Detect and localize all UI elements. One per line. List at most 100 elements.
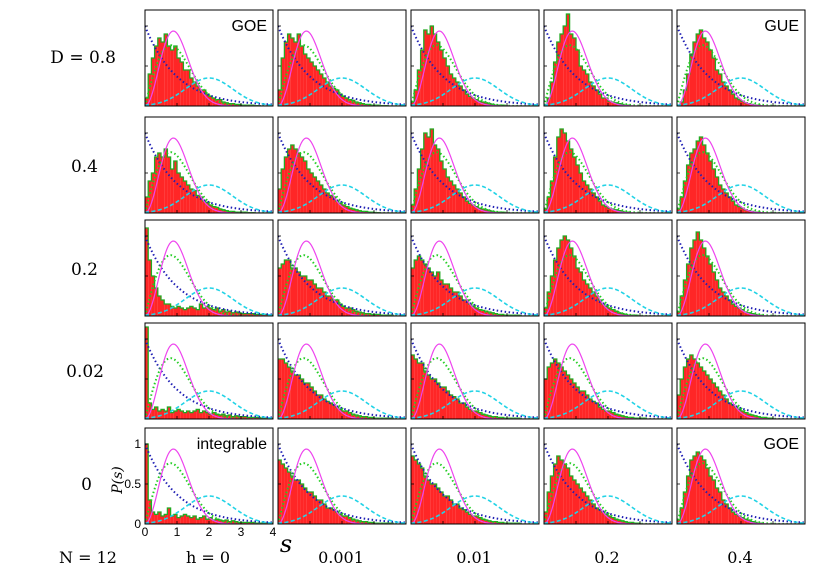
histogram-bar	[228, 521, 232, 524]
histogram-bar	[737, 99, 741, 106]
histogram-bar	[281, 169, 285, 213]
poisson-curve	[278, 443, 406, 524]
histogram-bar	[468, 514, 472, 524]
histogram-bar	[306, 383, 310, 419]
histogram-bar	[189, 412, 193, 419]
histogram-bar	[361, 103, 365, 106]
histogram-bar	[462, 197, 466, 213]
histogram-bar	[322, 399, 326, 419]
panel-annotation: GUE	[764, 18, 799, 35]
histogram-bar	[741, 208, 745, 213]
histogram-bar	[550, 476, 554, 524]
histogram-bar	[427, 375, 431, 419]
histogram-bar	[683, 90, 687, 106]
poisson-curve	[677, 338, 805, 419]
histogram-bar	[215, 207, 219, 213]
histogram-bar	[193, 308, 197, 316]
histogram-bar	[303, 276, 307, 316]
histogram-bar	[205, 94, 209, 106]
histogram-bar	[471, 205, 475, 213]
panel-plot-area	[411, 25, 539, 106]
histogram-bar	[196, 309, 200, 316]
column-label-0: h = 0	[186, 548, 230, 567]
histogram-bar	[294, 480, 298, 524]
poisson-curve	[411, 338, 539, 419]
histogram-bar	[484, 520, 488, 524]
histogram-bar	[630, 522, 634, 524]
histogram-bar	[744, 102, 748, 106]
histogram-bar	[326, 401, 330, 419]
histogram-bar	[234, 312, 238, 316]
histogram-bar	[699, 367, 703, 419]
histogram-bar	[705, 468, 709, 524]
histogram-bar	[231, 103, 235, 106]
histogram-bar	[585, 74, 589, 106]
histogram-bar	[604, 206, 608, 213]
histogram-bar	[702, 145, 706, 213]
histogram-bar	[617, 415, 621, 419]
histogram-bar	[446, 177, 450, 213]
panel-r1-c4	[676, 116, 806, 214]
histogram-bar	[452, 396, 456, 419]
panel-plot-area	[278, 25, 406, 106]
gaussian-curve	[278, 390, 406, 419]
histogram-bar	[553, 359, 557, 419]
gue-curve	[411, 137, 539, 213]
panel-r0-c1	[277, 9, 407, 107]
histogram-bar	[494, 313, 498, 316]
histogram-bar	[189, 78, 193, 106]
histogram-bar	[202, 308, 206, 316]
histogram-bar	[576, 484, 580, 524]
histogram-bar	[601, 205, 605, 213]
histogram-bar	[680, 102, 684, 106]
histogram-bar	[354, 209, 358, 213]
histogram-bar	[582, 391, 586, 419]
poisson-curve	[145, 235, 273, 316]
histogram-bar	[455, 189, 459, 213]
histogram-bar	[348, 517, 352, 524]
histogram-bar	[313, 177, 317, 213]
histogram-bar	[500, 417, 504, 419]
histogram-bar	[157, 38, 161, 106]
histogram-bar	[547, 98, 551, 106]
histogram-bar	[579, 66, 583, 106]
histogram-bar	[433, 379, 437, 419]
histogram-bar	[423, 371, 427, 419]
histogram-bar	[351, 309, 355, 316]
histogram-bar	[439, 492, 443, 524]
histogram-bar	[608, 411, 612, 419]
gue-curve	[145, 30, 273, 106]
histogram-bar	[177, 58, 181, 106]
histogram-bar	[417, 70, 421, 106]
histogram-bar	[231, 416, 235, 419]
histogram-bar	[547, 292, 551, 316]
histogram-bar	[462, 403, 466, 419]
histogram-bar	[278, 189, 282, 213]
row-label-1: 0.4	[71, 157, 98, 177]
histogram-bar	[335, 512, 339, 524]
histogram-bar	[414, 359, 418, 419]
histogram-bar	[151, 409, 155, 419]
histogram-bar	[177, 409, 181, 419]
histogram-bar	[734, 407, 738, 419]
histogram-bar	[728, 403, 732, 419]
histogram-bar	[414, 90, 418, 106]
histogram-bar	[186, 185, 190, 213]
poisson-curve	[278, 25, 406, 106]
panel-plot-area	[145, 25, 273, 106]
histogram-bar	[693, 456, 697, 524]
histogram-bar	[544, 512, 548, 524]
histogram-bar	[319, 395, 323, 419]
column-label-1: 0.001	[318, 548, 364, 567]
histogram-bar	[465, 407, 469, 419]
histogram-bar	[497, 314, 501, 316]
histogram-bar	[494, 521, 498, 524]
panel-r2-c3	[543, 219, 673, 317]
histogram-bar	[462, 509, 466, 524]
histogram-bar	[588, 288, 592, 316]
histogram-bar	[566, 375, 570, 419]
histogram-bar	[433, 484, 437, 524]
histogram-bar	[287, 34, 291, 106]
histogram-bar	[556, 248, 560, 316]
